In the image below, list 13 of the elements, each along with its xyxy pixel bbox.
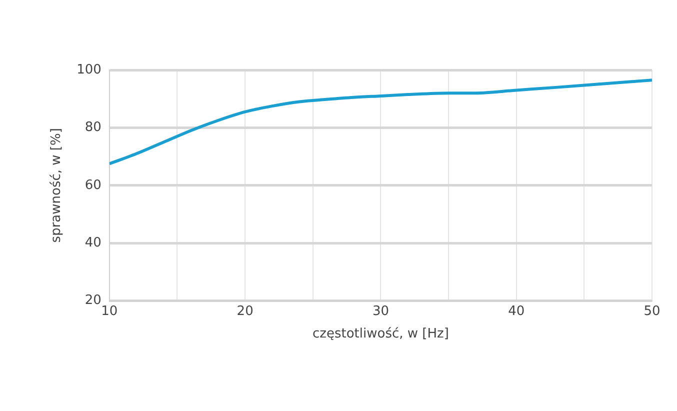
x-tick-label: 40 [508, 304, 525, 319]
y-tick-label: 20 [84, 293, 102, 308]
x-tick-label: 10 [101, 304, 118, 319]
x-tick-label: 30 [372, 304, 389, 319]
line-series [109, 78, 652, 166]
x-tick-label: 20 [236, 304, 254, 319]
x-axis-title: częstotliwość, w [Hz] [312, 326, 449, 342]
y-axis-title: sprawność, w [%] [49, 128, 64, 243]
x-tick-label: 50 [644, 304, 660, 319]
y-tick-label: 80 [84, 120, 102, 136]
y-tick-label: 40 [84, 235, 102, 250]
y-tick-label: 100 [76, 62, 102, 78]
y-tick-label: 60 [84, 178, 102, 193]
